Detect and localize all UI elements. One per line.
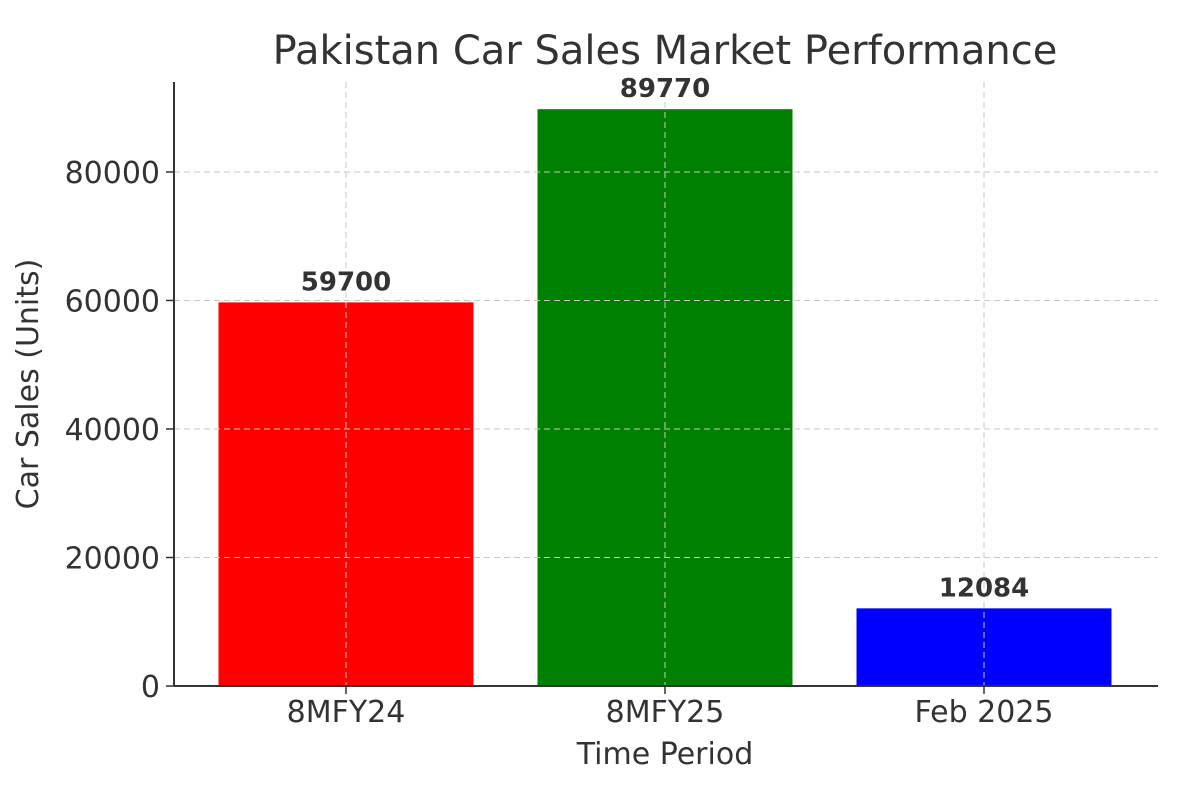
y-tick-label: 20000 [65, 541, 160, 576]
x-axis-ticks: 8MFY24 8MFY25 Feb 2025 [287, 686, 1054, 730]
bar-value-label: 59700 [301, 267, 391, 297]
chart-title: Pakistan Car Sales Market Performance [273, 28, 1058, 74]
y-tick-label: 0 [141, 670, 160, 705]
x-gridlines [345, 82, 985, 686]
bar-value-label: 89770 [620, 74, 710, 104]
y-gridlines [174, 171, 1158, 558]
y-tick-label: 40000 [65, 413, 160, 448]
bar-value-label: 12084 [939, 573, 1029, 603]
y-tick-label: 80000 [65, 156, 160, 191]
y-tick-label: 60000 [65, 284, 160, 319]
data-labels: 59700 89770 12084 [301, 74, 1029, 603]
y-axis-label: Car Sales (Units) [11, 259, 46, 510]
x-axis-label: Time Period [576, 737, 754, 772]
y-axis-ticks: 0 20000 40000 60000 80000 [65, 156, 174, 705]
x-tick-label: 8MFY24 [287, 695, 406, 730]
x-tick-label: Feb 2025 [915, 695, 1054, 730]
x-tick-label: 8MFY25 [606, 695, 725, 730]
